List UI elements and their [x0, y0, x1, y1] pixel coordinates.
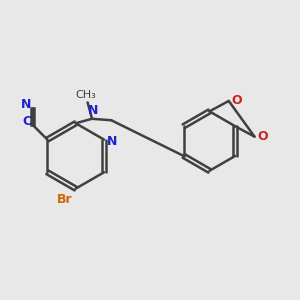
Text: O: O [232, 94, 242, 107]
Text: N: N [88, 104, 99, 117]
Text: O: O [257, 130, 268, 143]
Text: CH₃: CH₃ [76, 90, 97, 100]
Text: Br: Br [56, 193, 72, 206]
Text: N: N [21, 98, 31, 111]
Text: C: C [22, 115, 31, 128]
Text: N: N [106, 135, 117, 148]
